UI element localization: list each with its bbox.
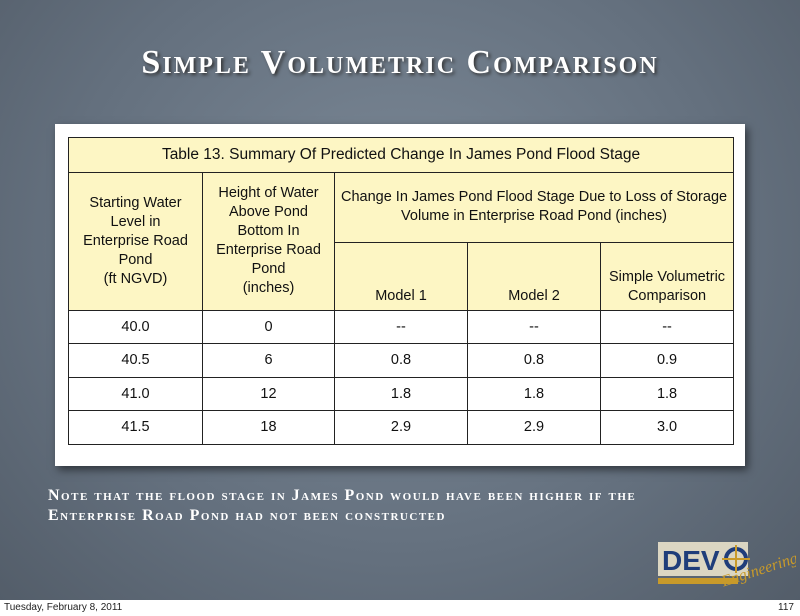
data-cell: 6	[202, 343, 335, 378]
logo-bar	[658, 578, 738, 584]
cell-text: (ft NGVD)	[103, 270, 168, 287]
logo-name: DEV	[662, 545, 720, 576]
data-cell: 41.0	[68, 376, 203, 412]
cell-text: Height of Water	[218, 185, 319, 202]
data-cell: 3.0	[599, 410, 735, 445]
data-row: 40.5 6 0.8 0.8 0.9	[68, 343, 735, 378]
table-frame: Table 13. Summary Of Predicted Change In…	[55, 124, 745, 466]
cell-text: Simple Volumetric	[609, 268, 726, 285]
data-cell: 40.0	[68, 309, 203, 345]
header-row: Starting Water Level in Enterprise Road Pon…	[68, 171, 735, 311]
data-cell: 2.9	[334, 410, 468, 445]
data-cell: 40.5	[68, 343, 203, 378]
page-number: 117	[778, 602, 794, 613]
note-line: Note that the flood stage in James Pond …	[48, 487, 637, 504]
cell-text: Model 2	[508, 287, 560, 304]
header-cell: Change In James Pond Flood Stage Due to …	[333, 171, 735, 243]
data-cell: 41.5	[68, 410, 203, 445]
note: Note that the flood stage in James Pond …	[48, 486, 636, 526]
data-cell: 2.9	[467, 410, 601, 445]
caption-cell: Table 13. Summary Of Predicted Change In…	[67, 137, 735, 173]
data-cell: 1.8	[334, 376, 468, 412]
cell-text: Level in	[110, 213, 161, 230]
caption-row: Table 13. Summary Of Predicted Change In…	[67, 137, 735, 173]
note-line: Enterprise Road Pond had not been constr…	[48, 507, 446, 524]
data-cell: 0.8	[467, 343, 601, 378]
data-row: 41.0 12 1.8 1.8 1.8	[68, 376, 735, 412]
data-cell: 18	[202, 410, 335, 445]
cell-text: Enterprise Road	[216, 242, 321, 259]
data-cell: 1.8	[467, 376, 601, 412]
cell-text: Bottom In	[237, 223, 300, 240]
data-row: 41.5 18 2.9 2.9 3.0	[68, 410, 735, 445]
cell-text: Comparison	[627, 287, 707, 304]
cell-text: Pond	[118, 251, 153, 268]
logo: DEV Engineering	[658, 542, 796, 590]
cell-text: Change In James Pond Flood Stage Due to …	[340, 189, 728, 206]
footer: Tuesday, February 8, 2011 117	[0, 600, 800, 616]
slide-title: Simple Volumetric Comparison	[141, 44, 659, 81]
cell-text: Enterprise Road	[83, 232, 188, 249]
table: Table 13. Summary Of Predicted Change In…	[67, 137, 735, 445]
header-cell: Model 2	[467, 241, 601, 311]
data-row: 40.0 0 -- -- --	[68, 309, 735, 345]
cell-text: Pond	[251, 261, 286, 278]
subheader-row: Model 1 Model 2 Simple Volumetric Compariso…	[69, 241, 735, 311]
header-cell: Starting Water Level in Enterprise Road Pon…	[68, 171, 203, 311]
data-cell: --	[599, 309, 735, 345]
header-cell: Model 1	[334, 241, 468, 311]
cell-text: Above Pond	[228, 204, 308, 221]
data-cell: 0.9	[599, 343, 735, 378]
header-cell: Height of Water Above Pond Bottom In Enterp…	[202, 171, 335, 311]
header-cell: Simple Volumetric Comparison	[599, 241, 735, 311]
data-cell: 1.8	[599, 376, 735, 412]
data-cell: 0	[202, 309, 335, 345]
cell-text: Starting Water	[89, 194, 182, 211]
data-cell: 12	[202, 376, 335, 412]
footer-date: Tuesday, February 8, 2011	[4, 602, 123, 613]
cell-text: Volume in Enterprise Road Pond (inches)	[401, 208, 668, 225]
cell-text: Model 1	[375, 287, 427, 304]
data-cell: 0.8	[334, 343, 468, 378]
data-cell: --	[334, 309, 468, 345]
cell-text: (inches)	[242, 280, 295, 297]
data-cell: --	[467, 309, 601, 345]
